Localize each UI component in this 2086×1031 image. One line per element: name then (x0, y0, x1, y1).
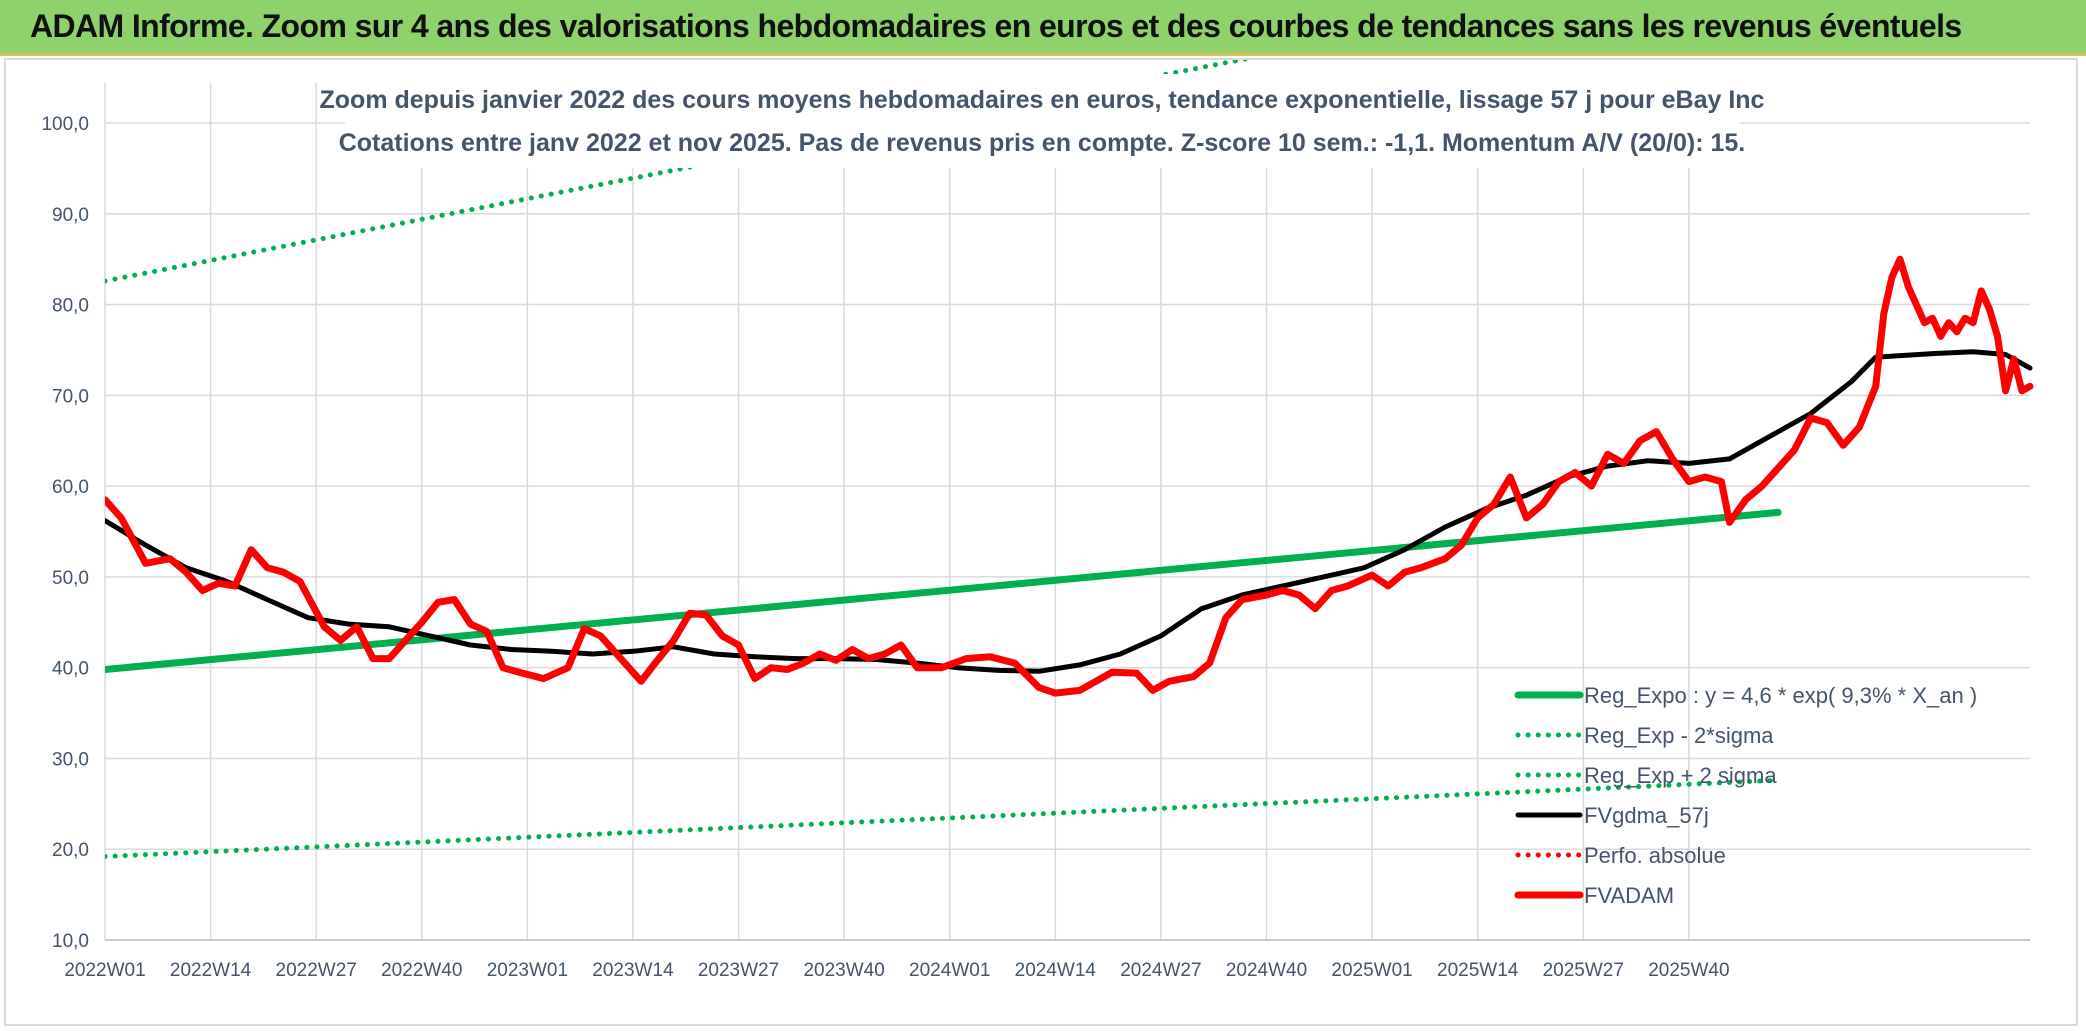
y-tick-label: 80,0 (52, 296, 89, 317)
y-tick-label: 40,0 (52, 659, 89, 680)
grid (104, 83, 2030, 941)
report-title: ADAM Informe. Zoom sur 4 ans des valoris… (30, 8, 1962, 44)
y-tick-label: 90,0 (52, 205, 89, 226)
x-tick-label: 2025W01 (1331, 960, 1412, 981)
x-tick-label: 2025W40 (1648, 960, 1729, 981)
title-background (345, 74, 1740, 168)
chart-frame (4, 58, 2078, 1026)
series-line-5 (105, 255, 2034, 697)
x-tick-label: 2023W01 (487, 960, 568, 981)
chart-title-line-1: Zoom depuis janvier 2022 des cours moyen… (320, 86, 1765, 114)
y-tick-label: 30,0 (52, 749, 89, 770)
x-tick-label: 2023W27 (698, 960, 779, 981)
x-tick-label: 2023W14 (592, 960, 674, 981)
x-axis-ticks: 2022W01 2022W14 2022W27 2022W40 2023W01 2023W… (64, 960, 1729, 981)
y-tick-label: 20,0 (52, 840, 89, 861)
legend-label-4: Perfo. absolue (1584, 843, 1726, 868)
x-tick-label: 2022W27 (276, 960, 357, 981)
y-tick-label: 100,0 (41, 114, 89, 135)
chart-title-line-2: Cotations entre janv 2022 et nov 2025. P… (339, 129, 1746, 157)
legend-label-3: FVgdma_57j (1584, 803, 1709, 828)
series-line-3 (105, 349, 2033, 674)
x-tick-label: 2025W27 (1543, 960, 1624, 981)
y-tick-label: 10,0 (52, 931, 89, 952)
legend-label-1: Reg_Exp - 2*sigma (1584, 723, 1774, 748)
series-lines (105, 60, 2034, 859)
series-line-2 (105, 60, 1253, 284)
x-tick-label: 2023W40 (803, 960, 884, 981)
report-banner: ADAM Informe. Zoom sur 4 ans des valoris… (0, 0, 2086, 56)
x-tick-label: 2022W01 (64, 960, 145, 981)
series-line-0 (105, 508, 1782, 673)
x-tick-label: 2024W14 (1015, 960, 1097, 981)
legend-label-2: Reg_Exp + 2 sigma (1584, 763, 1777, 788)
y-axis-ticks: 10,0 20,0 30,0 40,0 50,0 60,0 70,0 80,0 90,0 100,… (41, 114, 89, 952)
x-tick-label: 2022W40 (381, 960, 462, 981)
x-tick-label: 2024W01 (909, 960, 990, 981)
legend: Reg_Expo : y = 4,6 * exp( 9,3% * X_an ) R… (1514, 683, 1977, 908)
legend-label-5: FVADAM (1584, 883, 1674, 908)
series-line-1 (105, 777, 1781, 859)
x-tick-label: 2024W27 (1120, 960, 1201, 981)
x-tick-label: 2024W40 (1226, 960, 1307, 981)
x-tick-label: 2025W14 (1437, 960, 1519, 981)
y-tick-label: 70,0 (52, 386, 89, 407)
y-tick-label: 50,0 (52, 568, 89, 589)
legend-label-0: Reg_Expo : y = 4,6 * exp( 9,3% * X_an ) (1584, 683, 1977, 708)
x-tick-label: 2022W14 (170, 960, 252, 981)
y-tick-label: 60,0 (52, 477, 89, 498)
